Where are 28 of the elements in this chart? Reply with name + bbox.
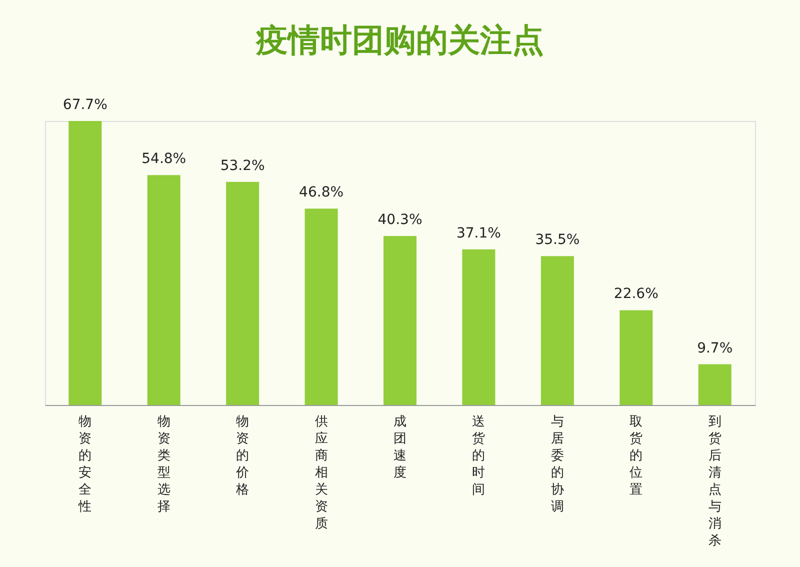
x-tick-label: 物资类型选择 — [157, 414, 170, 514]
bar — [384, 236, 416, 405]
data-label: 53.2% — [220, 158, 265, 174]
bar — [147, 175, 180, 405]
bar — [698, 364, 732, 405]
bar — [462, 249, 496, 405]
x-tick-label: 与居委的协调 — [550, 414, 564, 514]
data-label: 9.7% — [697, 340, 733, 356]
x-tick-label: 物资的价格 — [235, 414, 250, 498]
x-tick-label: 取货的位置 — [630, 414, 643, 498]
bar — [226, 182, 260, 405]
bar — [540, 256, 574, 405]
data-label: 54.8% — [142, 151, 186, 168]
x-tick-label: 供应商相关资质 — [314, 414, 328, 532]
bar — [304, 208, 338, 405]
x-tick-label: 到货后清点与消杀 — [708, 414, 722, 548]
x-tick-label: 成团速度 — [394, 414, 406, 480]
bar — [68, 121, 102, 405]
chart-title: 疫情时团购的关注点 — [255, 21, 544, 59]
data-label: 22.6% — [614, 286, 658, 302]
data-label: 46.8% — [299, 184, 344, 201]
data-label: 35.5% — [535, 232, 580, 248]
data-label: 37.1% — [456, 225, 501, 242]
bar — [620, 310, 653, 405]
data-label: 40.3% — [378, 212, 422, 228]
data-label: 67.7% — [62, 97, 108, 113]
x-tick-label: 物资的安全性 — [78, 414, 92, 514]
x-tick-label: 送货的时间 — [472, 414, 486, 498]
